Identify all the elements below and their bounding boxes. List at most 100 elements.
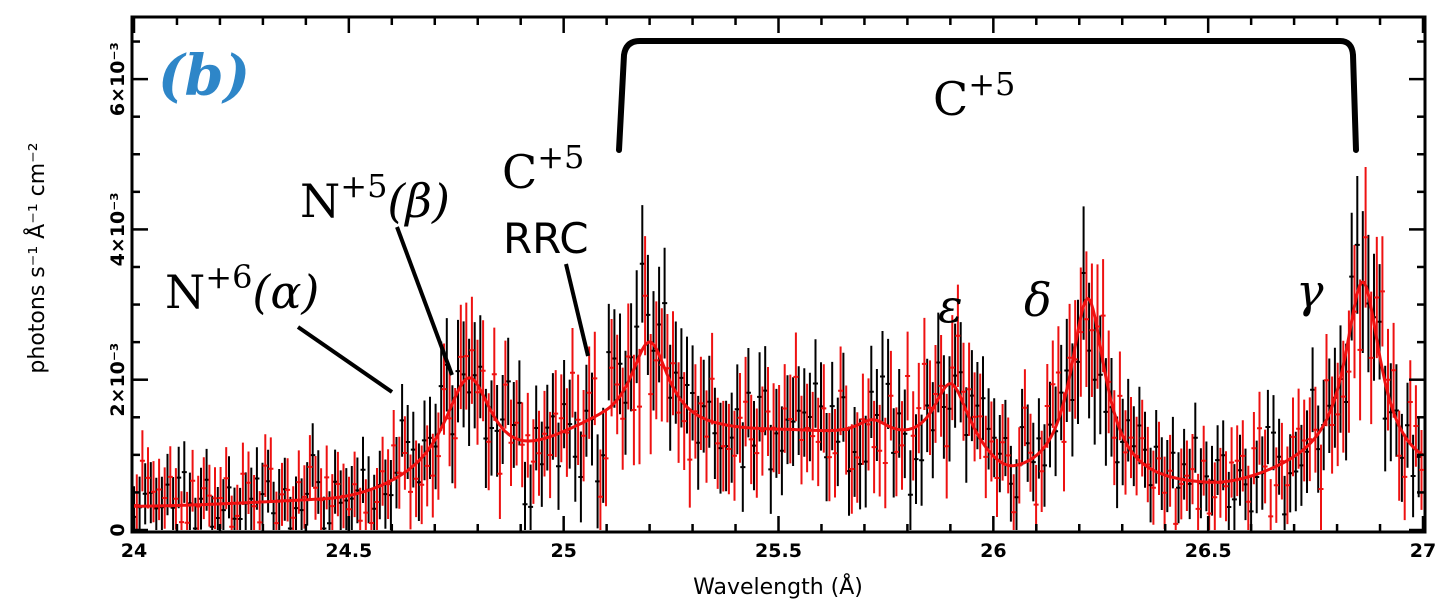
data-point [151, 461, 157, 523]
data-point [416, 443, 422, 521]
data-point [1254, 440, 1260, 514]
data-point [1181, 428, 1187, 500]
data-point [1092, 315, 1098, 445]
data-point [262, 434, 268, 497]
data-point [1318, 444, 1324, 530]
data-point [212, 467, 218, 530]
data-point [223, 447, 229, 510]
data-point [678, 328, 684, 428]
data-point [687, 411, 693, 508]
data-point [374, 468, 380, 530]
data-point [852, 407, 858, 497]
data-point [352, 451, 358, 518]
data-point [137, 476, 143, 530]
data-point [1058, 344, 1064, 441]
data-point [765, 367, 771, 456]
data-point [1083, 251, 1089, 387]
data-point [338, 470, 344, 530]
data-point [933, 345, 939, 443]
data-point [1293, 431, 1299, 512]
data-point [380, 436, 386, 506]
data-point [421, 400, 427, 481]
data-point [558, 374, 564, 463]
data-point [1100, 259, 1106, 373]
data-point [313, 456, 318, 520]
data-point [187, 472, 193, 530]
data-point [1033, 464, 1039, 530]
data-point [801, 368, 807, 457]
data-point [667, 344, 673, 451]
data-point [583, 364, 589, 457]
data-point [818, 362, 824, 451]
gamma-label: γ [1296, 264, 1324, 318]
data-point [209, 495, 215, 530]
data-point [681, 372, 687, 470]
data-point [1315, 405, 1321, 493]
data-point [522, 461, 528, 530]
data-point [1262, 429, 1268, 504]
data-point [930, 382, 936, 479]
data-point [276, 469, 282, 530]
data-point [684, 336, 690, 434]
x-axis-title: Wavelength (Å) [693, 573, 863, 600]
data-point [581, 390, 587, 482]
data-point [600, 407, 606, 503]
data-point [919, 414, 925, 506]
data-point [606, 303, 612, 401]
data-point [1304, 410, 1310, 493]
data-point [192, 497, 198, 530]
y-axis-title: photons s⁻¹ Å⁻¹ cm⁻² [23, 142, 50, 373]
data-point [279, 462, 285, 526]
data-point [701, 359, 707, 453]
data-point [463, 302, 469, 410]
data-point [1184, 440, 1190, 511]
data-point [430, 433, 436, 518]
data-point [1025, 404, 1031, 482]
y-axis-ticks: 0 2×10⁻³ 4×10⁻³ 6×10⁻³ [107, 40, 1425, 537]
data-point [1150, 450, 1156, 525]
data-point [1131, 406, 1137, 487]
data-point [740, 422, 746, 512]
data-point [762, 346, 768, 436]
data-point [645, 254, 651, 375]
data-point [254, 447, 260, 510]
data-point [880, 331, 885, 423]
delta-label: δ [1024, 273, 1052, 327]
data-point [1011, 474, 1017, 530]
data-point [639, 205, 645, 323]
data-point [575, 374, 581, 465]
data-point [603, 410, 609, 507]
data-point [709, 332, 715, 425]
data-point [1136, 386, 1142, 465]
data-point [718, 402, 723, 494]
data-point [533, 385, 539, 471]
data-point [896, 369, 902, 458]
data-point [268, 437, 274, 501]
data-point [1268, 479, 1274, 530]
data-point [438, 341, 444, 431]
data-point [698, 356, 704, 450]
data-point [561, 360, 567, 449]
data-point [1243, 448, 1249, 521]
data-point [1215, 425, 1221, 495]
data-point [712, 387, 718, 479]
data-point [539, 421, 545, 507]
data-point [821, 364, 827, 453]
data-point [480, 320, 486, 422]
data-point [1192, 402, 1198, 473]
c5-series-label: C+5 [933, 65, 1015, 126]
x-tick-label: 25.5 [755, 540, 802, 562]
data-point [530, 419, 536, 504]
data-point [167, 446, 173, 508]
data-point [642, 236, 648, 356]
data-point [206, 464, 212, 527]
data-point [1301, 399, 1307, 482]
data-point [226, 456, 232, 519]
y-tick-label: 6×10⁻³ [107, 42, 129, 116]
data-point [159, 476, 165, 530]
data-point [234, 484, 240, 530]
data-point [173, 468, 179, 530]
data-point [1385, 328, 1391, 431]
data-point [153, 477, 159, 530]
data-point [846, 426, 852, 516]
